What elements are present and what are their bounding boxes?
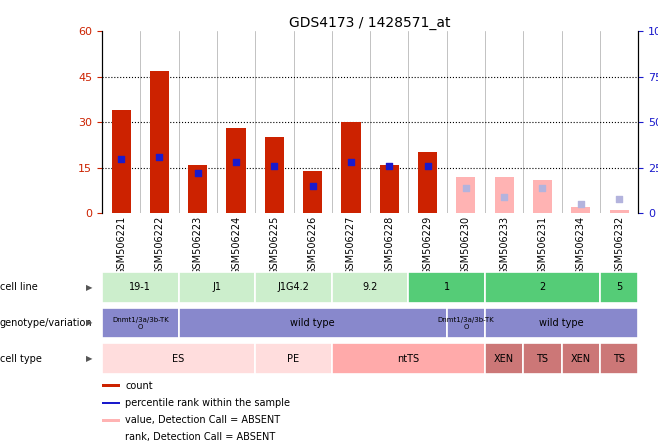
Bar (495, 177, 514, 213)
Text: 1: 1 (443, 282, 450, 293)
Text: wild type: wild type (290, 318, 335, 328)
Point (154, 153, 164, 160)
Bar (102, 419, 120, 422)
Point (499, 193, 509, 200)
Bar (255, 343, 332, 374)
Bar (188, 165, 207, 213)
Bar (112, 110, 131, 213)
Bar (571, 207, 590, 213)
Bar (562, 343, 600, 374)
Text: J1G4.2: J1G4.2 (278, 282, 309, 293)
Text: 5: 5 (616, 282, 622, 293)
Text: J1: J1 (213, 282, 221, 293)
Point (461, 184, 471, 191)
Bar (523, 343, 562, 374)
Text: wild type: wild type (540, 318, 584, 328)
Bar (102, 343, 255, 374)
Bar (226, 128, 245, 213)
Text: ntTS: ntTS (397, 353, 420, 364)
Point (307, 182, 318, 190)
Bar (485, 343, 523, 374)
Bar (303, 170, 322, 213)
Bar (409, 272, 485, 303)
Point (116, 155, 126, 162)
Bar (178, 308, 447, 338)
Bar (533, 180, 552, 213)
Point (537, 184, 547, 191)
Bar (255, 272, 332, 303)
Text: cell line: cell line (0, 282, 38, 293)
Text: ▶: ▶ (86, 354, 92, 363)
Point (269, 162, 280, 169)
Text: percentile rank within the sample: percentile rank within the sample (125, 398, 290, 408)
Bar (342, 122, 361, 213)
Point (576, 201, 586, 208)
Point (384, 162, 395, 169)
Title: GDS4173 / 1428571_at: GDS4173 / 1428571_at (290, 16, 451, 30)
Text: 19-1: 19-1 (130, 282, 151, 293)
Bar (447, 308, 485, 338)
Text: Dnmt1/3a/3b-TK
O: Dnmt1/3a/3b-TK O (112, 317, 168, 329)
Bar (380, 165, 399, 213)
Text: cell type: cell type (0, 353, 42, 364)
Text: TS: TS (536, 353, 549, 364)
Text: XEN: XEN (570, 353, 591, 364)
Bar (418, 152, 437, 213)
Bar (102, 385, 120, 387)
Text: value, Detection Call = ABSENT: value, Detection Call = ABSENT (125, 415, 280, 425)
Point (193, 170, 203, 177)
Bar (265, 137, 284, 213)
Bar (178, 272, 255, 303)
Bar (456, 177, 476, 213)
Text: genotype/variation: genotype/variation (0, 318, 93, 328)
Text: count: count (125, 381, 153, 391)
Bar (600, 272, 638, 303)
Text: Dnmt1/3a/3b-TK
O: Dnmt1/3a/3b-TK O (438, 317, 494, 329)
Text: XEN: XEN (494, 353, 515, 364)
Text: ▶: ▶ (86, 318, 92, 328)
Text: ES: ES (172, 353, 185, 364)
Bar (102, 402, 120, 404)
Text: 9.2: 9.2 (363, 282, 378, 293)
Bar (485, 272, 600, 303)
Bar (102, 436, 120, 439)
Point (614, 195, 624, 202)
Text: rank, Detection Call = ABSENT: rank, Detection Call = ABSENT (125, 432, 275, 443)
Text: ▶: ▶ (86, 283, 92, 292)
Bar (485, 308, 638, 338)
Bar (600, 343, 638, 374)
Bar (150, 71, 169, 213)
Bar (102, 272, 178, 303)
Point (422, 162, 433, 169)
Text: 2: 2 (540, 282, 545, 293)
Point (231, 159, 241, 166)
Bar (332, 272, 409, 303)
Text: TS: TS (613, 353, 625, 364)
Bar (332, 343, 485, 374)
Text: PE: PE (288, 353, 299, 364)
Bar (609, 210, 628, 213)
Point (345, 159, 356, 166)
Bar (102, 308, 178, 338)
